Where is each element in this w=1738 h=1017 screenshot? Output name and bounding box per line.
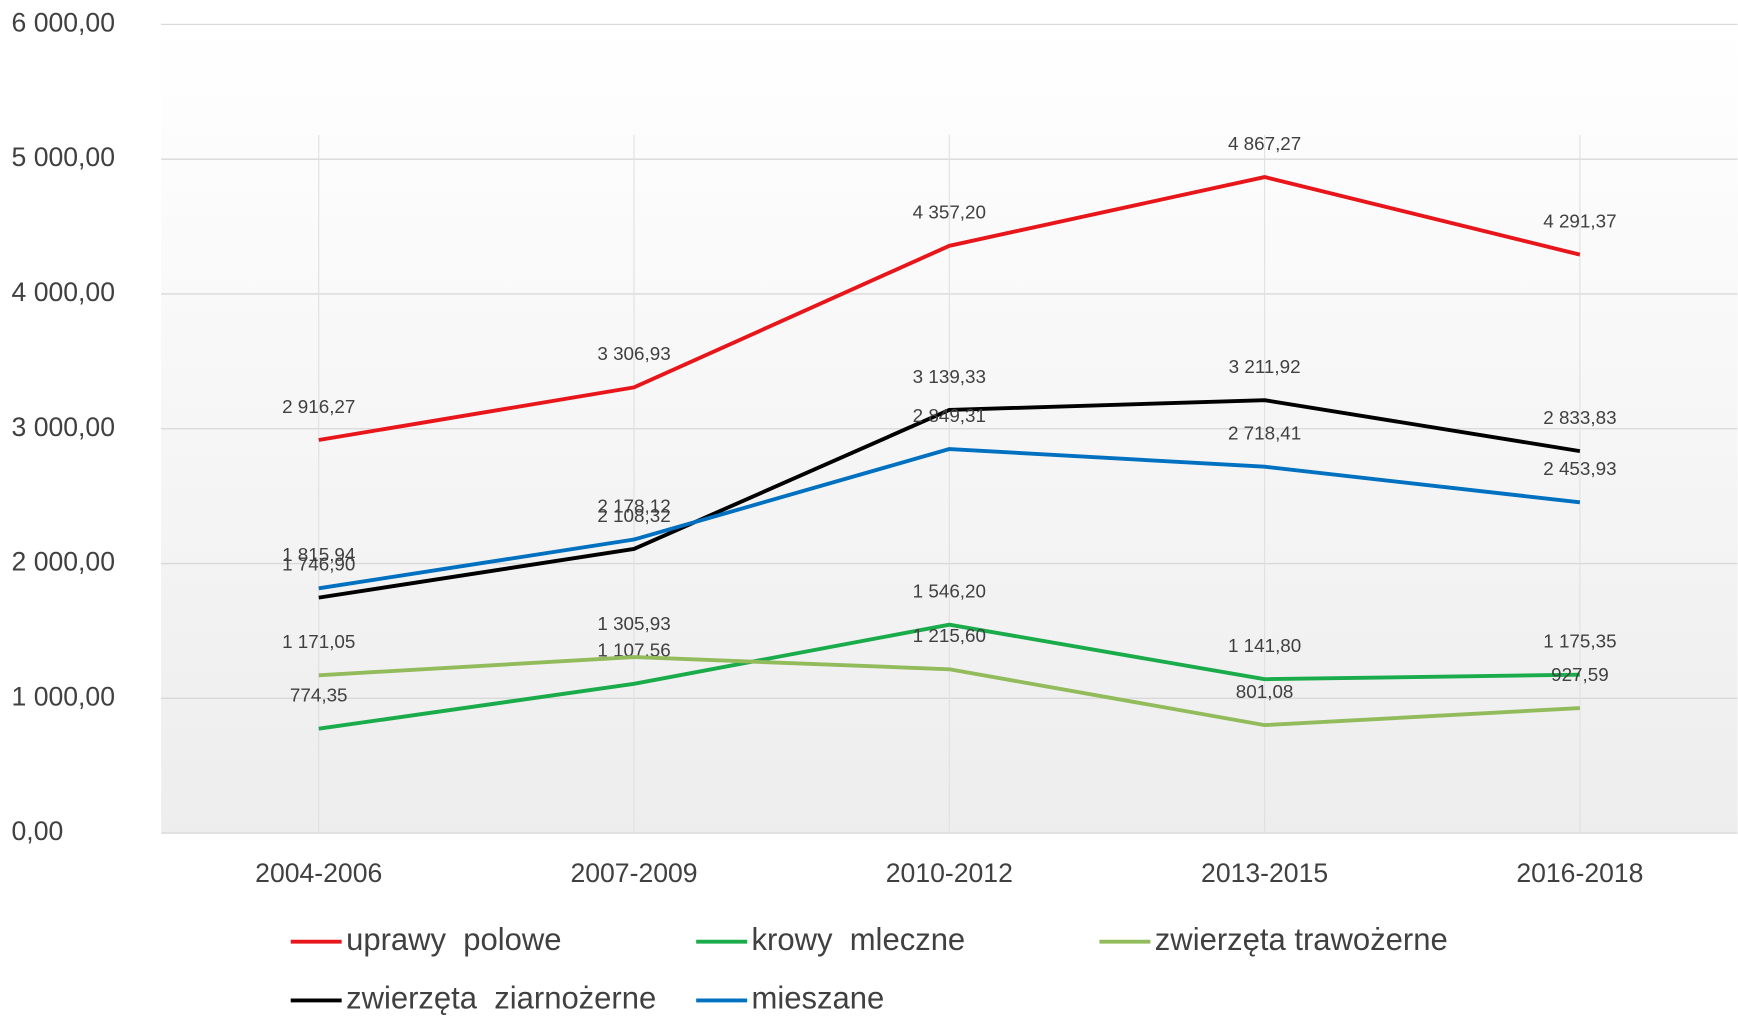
legend-label: zwierzęta trawożerne [1155,922,1448,957]
data-label: 4 291,37 [1543,211,1616,232]
x-tick-label: 2013-2015 [1201,858,1328,888]
data-label: 4 357,20 [913,202,986,223]
data-label: 2 833,83 [1543,407,1616,428]
series-line [318,447,1581,591]
x-tick-label: 2010-2012 [886,858,1013,888]
data-label: 801,08 [1236,681,1294,702]
data-label: 3 306,93 [597,343,670,364]
series-line [318,175,1581,442]
data-label: 2 453,93 [1543,458,1616,479]
data-label: 1 215,60 [913,625,986,646]
x-tick-label: 2016-2018 [1516,858,1643,888]
data-label: 927,59 [1551,664,1609,685]
legend-label: krowy mleczne [752,922,966,957]
y-tick-label: 2 000,00 [12,547,115,577]
x-tick-label: 2007-2009 [570,858,697,888]
data-label: 2 178,12 [597,495,670,516]
data-label: 2 108,32 [597,505,670,526]
series-line [318,655,1581,728]
y-tick-label: 1 000,00 [12,681,115,711]
data-label: 3 211,92 [1229,356,1301,377]
legend-label: uprawy polowe [346,922,561,957]
series-line [318,398,1581,600]
data-label: 1 141,80 [1228,635,1301,656]
y-tick-label: 3 000,00 [12,412,115,442]
data-label: 1 107,56 [597,640,670,661]
data-label: 2 916,27 [282,396,355,417]
data-label: 2 849,31 [913,405,986,426]
legend-label: zwierzęta ziarnożerne [346,981,656,1016]
data-label: 1 171,05 [282,631,355,652]
y-tick-label: 0,00 [12,816,64,846]
data-label: 3 139,33 [913,366,986,387]
data-label: 1 546,20 [913,581,986,602]
data-label: 1 746,90 [282,553,355,574]
legend-label: mieszane [752,981,885,1016]
data-label: 1 305,93 [597,613,670,634]
y-tick-label: 4 000,00 [12,277,115,307]
data-label: 774,35 [290,685,348,706]
data-label: 4 867,27 [1228,133,1301,154]
x-tick-label: 2004-2006 [255,858,382,888]
y-tick-label: 6 000,00 [12,7,115,37]
data-label: 1 175,35 [1543,631,1616,652]
data-label: 2 718,41 [1228,423,1301,444]
series-line [318,622,1580,731]
y-tick-label: 5 000,00 [12,142,115,172]
data-label: 1 815,94 [282,544,355,565]
